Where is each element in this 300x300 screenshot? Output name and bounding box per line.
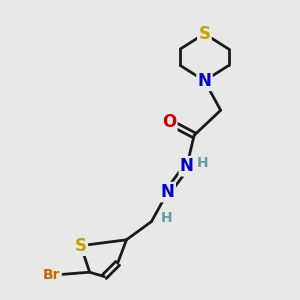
Text: S: S <box>75 237 87 255</box>
Text: H: H <box>161 211 172 225</box>
Text: Br: Br <box>43 268 61 281</box>
Text: S: S <box>199 25 211 43</box>
Text: N: N <box>197 72 212 90</box>
Text: N: N <box>180 157 194 175</box>
Text: N: N <box>161 183 175 201</box>
Text: O: O <box>162 113 176 131</box>
Text: H: H <box>197 156 209 170</box>
